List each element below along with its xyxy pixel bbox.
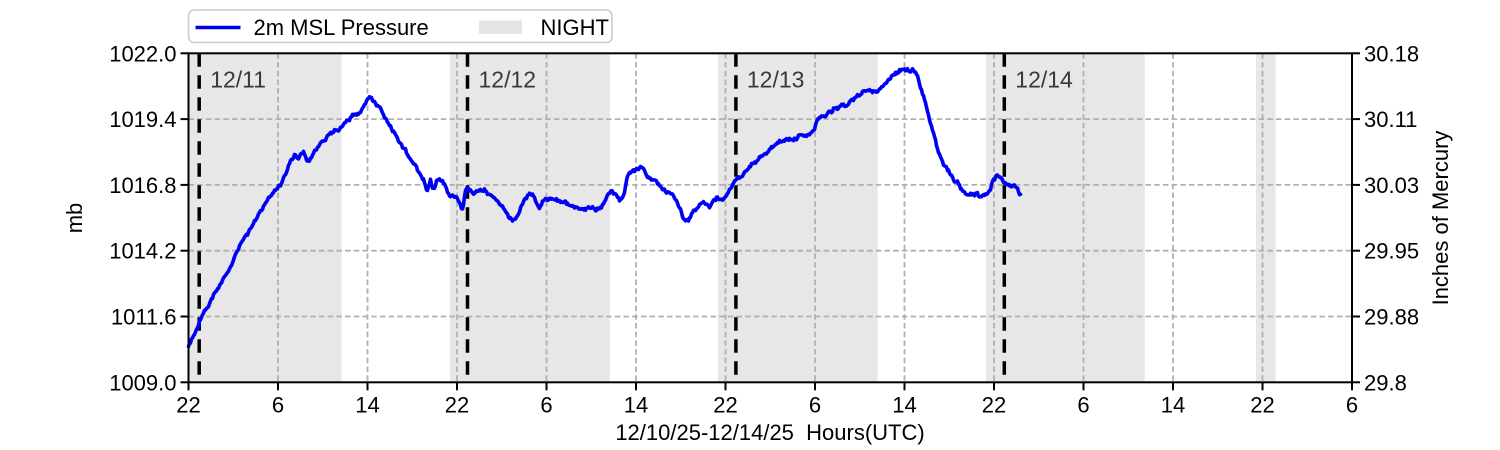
- svg-text:mb: mb: [62, 203, 87, 234]
- svg-text:6: 6: [540, 393, 552, 418]
- svg-text:1009.0: 1009.0: [109, 370, 176, 395]
- svg-text:14: 14: [624, 393, 648, 418]
- svg-text:30.03: 30.03: [1364, 173, 1419, 198]
- svg-text:12/13: 12/13: [747, 67, 805, 93]
- svg-text:22: 22: [176, 393, 200, 418]
- svg-text:1022.0: 1022.0: [109, 41, 176, 66]
- svg-text:29.8: 29.8: [1364, 370, 1407, 395]
- svg-text:14: 14: [892, 393, 916, 418]
- svg-text:22: 22: [1250, 393, 1274, 418]
- svg-text:Inches of Mercury: Inches of Mercury: [1428, 131, 1453, 306]
- svg-text:12/11: 12/11: [210, 67, 266, 93]
- svg-text:NIGHT: NIGHT: [541, 15, 609, 40]
- svg-text:12/14: 12/14: [1015, 67, 1073, 93]
- svg-text:2m MSL Pressure: 2m MSL Pressure: [254, 15, 429, 40]
- svg-text:1014.2: 1014.2: [109, 239, 176, 264]
- svg-text:14: 14: [1161, 393, 1185, 418]
- svg-text:30.18: 30.18: [1364, 41, 1419, 66]
- svg-text:30.11: 30.11: [1364, 107, 1417, 132]
- svg-text:12/10/25-12/14/25 Hours(UTC): 12/10/25-12/14/25 Hours(UTC): [615, 420, 924, 445]
- svg-text:22: 22: [445, 393, 469, 418]
- svg-text:6: 6: [809, 393, 821, 418]
- svg-text:12/12: 12/12: [479, 67, 537, 93]
- svg-text:29.95: 29.95: [1364, 239, 1419, 264]
- svg-text:6: 6: [1077, 393, 1089, 418]
- svg-text:6: 6: [1346, 393, 1358, 418]
- svg-text:1019.4: 1019.4: [109, 107, 176, 132]
- svg-text:22: 22: [713, 393, 737, 418]
- svg-text:14: 14: [355, 393, 379, 418]
- svg-text:22: 22: [982, 393, 1006, 418]
- svg-text:1011.6: 1011.6: [111, 305, 177, 330]
- svg-text:6: 6: [272, 393, 284, 418]
- svg-text:1016.8: 1016.8: [109, 173, 176, 198]
- svg-text:29.88: 29.88: [1364, 305, 1419, 330]
